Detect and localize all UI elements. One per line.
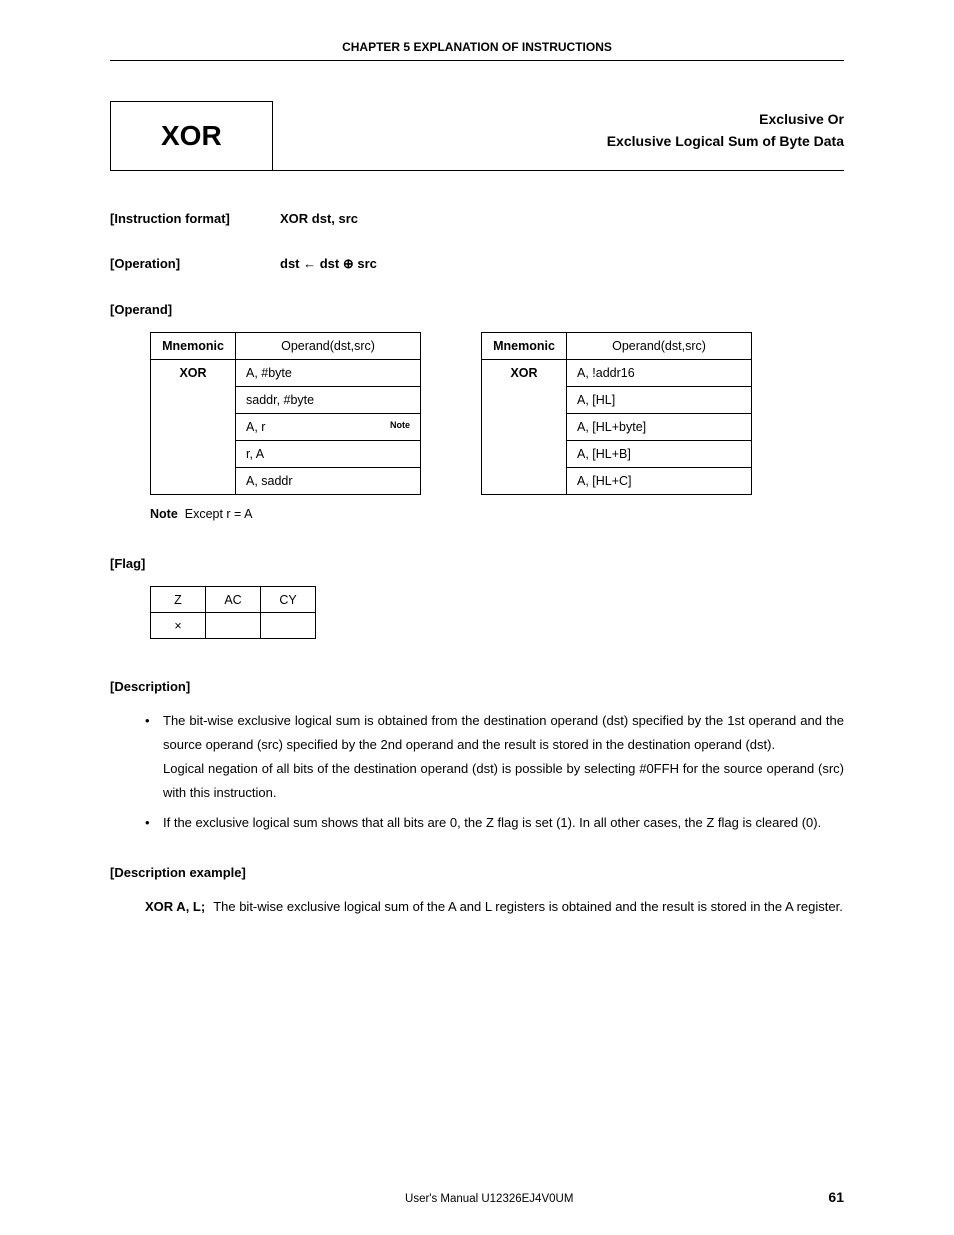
description-example: XOR A, L; The bit-wise exclusive logical… — [110, 895, 844, 919]
flag-value — [261, 613, 316, 639]
description-label: [Description] — [110, 679, 844, 694]
operation-value: dst ← dst ⊕ src — [280, 256, 377, 272]
operation-row: [Operation] dst ← dst ⊕ src — [110, 256, 844, 272]
mnemonic-cell: XOR — [482, 360, 567, 495]
operand-text: A, r — [246, 420, 265, 434]
table-header: Operand(dst,src) — [567, 333, 752, 360]
flag-header: Z — [151, 587, 206, 613]
operand-label: [Operand] — [110, 302, 844, 317]
example-text: The bit-wise exclusive logical sum of th… — [213, 895, 843, 919]
operand-cell: A, [HL] — [567, 387, 752, 414]
operand-cell: A, !addr16 — [567, 360, 752, 387]
instruction-title-sub: Exclusive Logical Sum of Byte Data — [273, 133, 844, 149]
operand-cell: A, r Note — [236, 414, 421, 441]
description-item: The bit-wise exclusive logical sum is ob… — [145, 709, 844, 805]
operand-note: Note Except r = A — [110, 507, 844, 521]
flag-header: AC — [206, 587, 261, 613]
instruction-header: XOR Exclusive Or Exclusive Logical Sum o… — [110, 101, 844, 171]
operand-cell: A, [HL+byte] — [567, 414, 752, 441]
flag-value — [206, 613, 261, 639]
operation-label: [Operation] — [110, 256, 280, 272]
page-footer: User's Manual U12326EJ4V0UM 61 — [110, 1189, 844, 1205]
instruction-format-value: XOR dst, src — [280, 211, 358, 226]
note-marker: Note — [390, 420, 410, 430]
table-header: Mnemonic — [151, 333, 236, 360]
table-header: Operand(dst,src) — [236, 333, 421, 360]
flag-header: CY — [261, 587, 316, 613]
instruction-title-main: Exclusive Or — [273, 111, 844, 127]
example-label: [Description example] — [110, 865, 844, 880]
chapter-header: CHAPTER 5 EXPLANATION OF INSTRUCTIONS — [110, 40, 844, 61]
description-item: If the exclusive logical sum shows that … — [145, 811, 844, 835]
note-text: Except r = A — [185, 507, 253, 521]
flag-label: [Flag] — [110, 556, 844, 571]
footer-page-number: 61 — [828, 1189, 844, 1205]
operand-cell: A, saddr — [236, 468, 421, 495]
table-header: Mnemonic — [482, 333, 567, 360]
operand-cell: saddr, #byte — [236, 387, 421, 414]
example-code: XOR A, L; — [145, 895, 213, 919]
operand-cell: A, [HL+B] — [567, 441, 752, 468]
operand-table-1: Mnemonic Operand(dst,src) XOR A, #byte s… — [150, 332, 421, 495]
description-list: The bit-wise exclusive logical sum is ob… — [110, 709, 844, 835]
footer-manual: User's Manual U12326EJ4V0UM — [150, 1193, 828, 1205]
operand-cell: A, [HL+C] — [567, 468, 752, 495]
instruction-titles: Exclusive Or Exclusive Logical Sum of By… — [273, 101, 844, 170]
instruction-format-row: [Instruction format] XOR dst, src — [110, 211, 844, 226]
note-label: Note — [150, 507, 178, 521]
instruction-name: XOR — [110, 101, 273, 170]
instruction-format-label: [Instruction format] — [110, 211, 280, 226]
page: CHAPTER 5 EXPLANATION OF INSTRUCTIONS XO… — [0, 0, 954, 1235]
operand-table-2: Mnemonic Operand(dst,src) XOR A, !addr16… — [481, 332, 752, 495]
operand-cell: A, #byte — [236, 360, 421, 387]
flag-value: × — [151, 613, 206, 639]
mnemonic-cell: XOR — [151, 360, 236, 495]
flag-table: Z AC CY × — [150, 586, 316, 639]
operand-cell: r, A — [236, 441, 421, 468]
operand-tables: Mnemonic Operand(dst,src) XOR A, #byte s… — [110, 332, 844, 495]
